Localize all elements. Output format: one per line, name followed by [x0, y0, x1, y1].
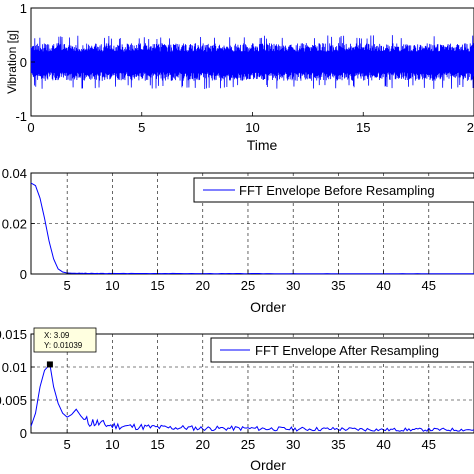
signal-ytick-label: 1: [20, 1, 27, 16]
after-ytick-label: 0: [20, 426, 27, 441]
data-tip-y: Y: 0.01039: [44, 341, 83, 350]
signal-xtick-label: 15: [356, 120, 370, 135]
after-xtick-label: 15: [150, 437, 164, 452]
signal-xtick-label: 5: [138, 120, 145, 135]
after-ytick-label: 0.015: [0, 327, 27, 342]
after-legend-label: FFT Envelope After Resampling: [255, 343, 439, 358]
before-xtick-label: 5: [64, 278, 71, 293]
after-xtick-label: 35: [331, 437, 345, 452]
signal-xtick-label: 20: [467, 120, 474, 135]
after-legend-box: [210, 337, 474, 363]
before-xtick-label: 25: [241, 278, 255, 293]
signal-xtick-label: 10: [245, 120, 259, 135]
signal-panel: 05101520-101 Time Vibration [g]: [5, 1, 474, 153]
before-x-axis-label: Order: [250, 299, 286, 315]
signal-ytick-label: -1: [15, 109, 27, 124]
after-ytick-label: 0.01: [2, 360, 27, 375]
before-xtick-label: 30: [286, 278, 300, 293]
after-xtick-label: 5: [64, 437, 71, 452]
before-xtick-label: 45: [422, 278, 436, 293]
before-ytick-label: 0.04: [2, 166, 27, 181]
before-xtick-label: 10: [105, 278, 119, 293]
signal-x-axis-label: Time: [247, 137, 278, 153]
after-xtick-label: 20: [196, 437, 210, 452]
after-xtick-label: 40: [376, 437, 390, 452]
signal-series-line: [30, 35, 474, 89]
after-xtick-label: 25: [241, 437, 255, 452]
data-tip-box: [33, 327, 97, 353]
before-panel: 5 10 15 20 25 30 35 40 45 0 0.02 0.04 FFT Envelope …: [2, 166, 474, 315]
data-tip-x: X: 3.09: [44, 331, 70, 340]
signal-xtick-label: 0: [27, 120, 34, 135]
before-series-line: [30, 182, 474, 275]
after-xtick-label: 45: [422, 437, 436, 452]
before-xtick-label: 15: [150, 278, 164, 293]
before-xtick-label: 20: [196, 278, 210, 293]
before-legend: FFT Envelope Before Resampling: [193, 177, 474, 203]
after-xtick-label: 30: [286, 437, 300, 452]
data-tip-marker: [46, 361, 53, 368]
after-legend: FFT Envelope After Resampling: [210, 337, 474, 363]
after-panel: 5 10 15 20 25 30 35 40 45 0 0.005 0.01 0.015 FFT Env…: [0, 327, 474, 473]
before-legend-box: [193, 177, 474, 203]
before-xtick-label: 40: [376, 278, 390, 293]
before-ytick-label: 0.02: [2, 217, 27, 232]
signal-y-axis-label: Vibration [g]: [5, 30, 19, 94]
after-series-line: [30, 363, 474, 432]
after-x-axis-label: Order: [250, 457, 286, 473]
signal-ytick-label: 0: [20, 55, 27, 70]
after-ytick-label: 0.005: [0, 393, 27, 408]
before-legend-label: FFT Envelope Before Resampling: [239, 183, 435, 198]
after-xtick-label: 10: [105, 437, 119, 452]
data-tip[interactable]: X: 3.09 Y: 0.01039: [33, 327, 97, 368]
before-xtick-label: 35: [331, 278, 345, 293]
before-ytick-label: 0: [20, 267, 27, 282]
